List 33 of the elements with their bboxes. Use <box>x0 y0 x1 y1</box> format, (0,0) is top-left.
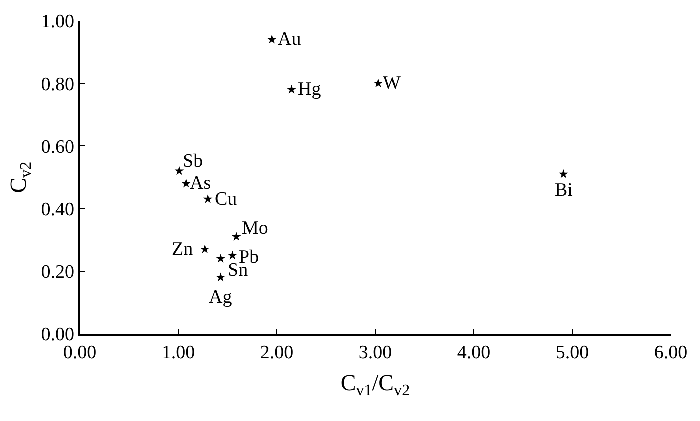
x-tick-label: 3.00 <box>358 342 392 364</box>
annotation: Mo <box>242 218 268 239</box>
point <box>216 272 226 282</box>
y-tick-label: 0.60 <box>41 136 74 158</box>
point <box>267 34 277 44</box>
x-tick-label: 5.00 <box>556 342 590 364</box>
annotation: Bi <box>555 180 573 201</box>
x-tick-label: 1.00 <box>162 342 196 364</box>
annotation: Zn <box>172 239 194 260</box>
annotation: Hg <box>298 79 322 100</box>
annotation: Sb <box>183 151 204 172</box>
point <box>558 169 568 178</box>
annotation: Ag <box>209 287 233 308</box>
point <box>232 232 242 241</box>
y-tick-label: 0.40 <box>41 199 74 220</box>
annotation: Au <box>278 29 302 50</box>
annotation: W <box>383 73 401 94</box>
x-tick-label: 2.00 <box>260 342 294 364</box>
y-tick-label: 0.80 <box>41 74 74 96</box>
point <box>287 84 296 94</box>
point <box>203 194 213 204</box>
point <box>200 244 210 254</box>
x-tick-label: 4.00 <box>457 342 491 364</box>
x-tick-label: 6.00 <box>654 342 688 364</box>
x-axis-title: C$_{v1}$/C$_{v2}$ <box>340 370 410 400</box>
annotation: As <box>190 173 212 194</box>
annotation: Cu <box>215 189 238 210</box>
point <box>228 250 238 260</box>
y-tick-label: 0.20 <box>41 262 74 284</box>
point <box>174 166 184 176</box>
point <box>216 254 226 263</box>
point <box>374 78 384 88</box>
y-tick-label: 1.00 <box>41 12 74 33</box>
